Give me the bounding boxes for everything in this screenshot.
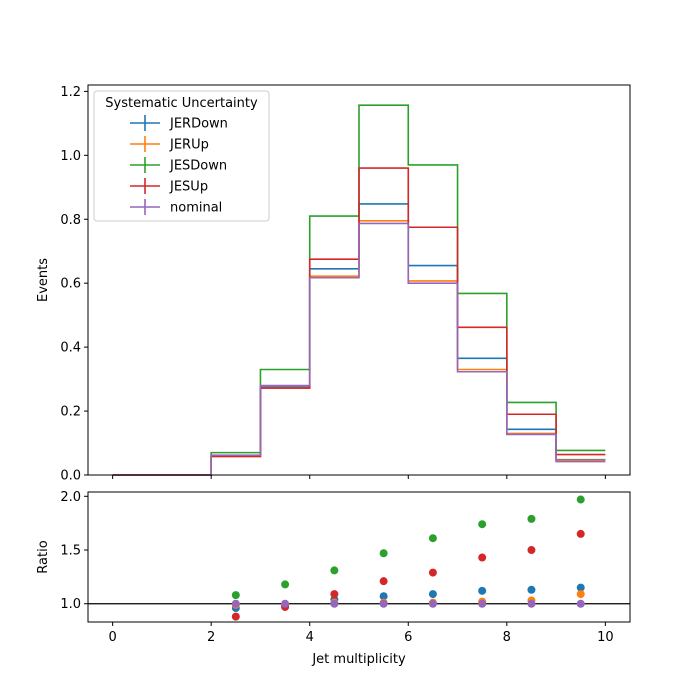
ratio-x-tick-label: 6 — [404, 630, 412, 645]
ratio-point-JESDown — [527, 514, 536, 523]
main-y-tick-label: 0.8 — [60, 213, 81, 228]
ratio-y-tick-label: 2.0 — [60, 490, 81, 505]
ratio-y-tick-label: 1.5 — [60, 544, 81, 559]
ratio-point-JESUp — [379, 577, 388, 586]
legend-label: nominal — [170, 201, 222, 216]
ratio-point-JESDown — [428, 534, 437, 543]
ratio-x-tick-label: 4 — [306, 630, 314, 645]
legend-label: JERDown — [169, 117, 228, 132]
ratio-points — [231, 495, 585, 621]
ratio-x-axis-label: Jet multiplicity — [311, 652, 406, 667]
ratio-point-JERDown — [576, 583, 585, 592]
ratio-point-JESUp — [527, 546, 536, 555]
ratio-x-ticks: 0 2 4 6 8 10 — [108, 622, 614, 645]
legend-entry-JESUp: JESUp — [130, 178, 208, 195]
ratio-point-JERDown — [428, 590, 437, 599]
ratio-point-JERUp — [576, 590, 585, 599]
ratio-point-JESDown — [231, 591, 240, 600]
main-y-tick-label: 0.4 — [60, 341, 81, 356]
main-panel: 0.0 0.2 0.4 0.6 0.8 1.0 1.2 Events Systematic … — [36, 84, 631, 484]
ratio-x-tick-label: 8 — [503, 630, 511, 645]
main-y-tick-label: 1.0 — [60, 149, 81, 164]
legend-entry-nominal: nominal — [130, 199, 222, 216]
main-y-ticks: 0.0 0.2 0.4 0.6 0.8 1.0 1.2 — [60, 85, 88, 484]
ratio-point-nominal — [379, 599, 388, 608]
legend-label: JESDown — [169, 159, 227, 174]
ratio-point-nominal — [231, 599, 240, 608]
ratio-point-JERDown — [379, 592, 388, 601]
ratio-x-tick-label: 2 — [207, 630, 215, 645]
ratio-point-JESUp — [231, 612, 240, 621]
main-y-axis-label: Events — [36, 258, 51, 302]
main-y-tick-label: 0.2 — [60, 405, 81, 420]
ratio-point-JESUp — [478, 553, 487, 562]
ratio-y-ticks: 1.0 1.5 2.0 — [60, 490, 88, 612]
ratio-x-tick-label: 0 — [108, 630, 116, 645]
histogram-step-nominal — [112, 222, 606, 476]
ratio-point-nominal — [478, 599, 487, 608]
ratio-point-nominal — [428, 599, 437, 608]
legend-title: Systematic Uncertainty — [105, 96, 258, 111]
ratio-point-JERDown — [527, 585, 536, 594]
ratio-y-tick-label: 1.0 — [60, 597, 81, 612]
ratio-point-JESUp — [576, 529, 585, 538]
ratio-point-nominal — [527, 599, 536, 608]
ratio-point-JESDown — [281, 580, 290, 589]
legend-label: JERUp — [169, 138, 209, 153]
legend-label: JESUp — [169, 180, 208, 195]
ratio-point-JESDown — [478, 520, 487, 529]
legend: Systematic Uncertainty JERDown JERUp JESDo… — [93, 90, 270, 222]
ratio-point-JESUp — [428, 568, 437, 577]
ratio-point-nominal — [576, 599, 585, 608]
ratio-plot-frame — [87, 491, 631, 623]
ratio-point-nominal — [330, 599, 339, 608]
ratio-point-JESUp — [330, 590, 339, 599]
ratio-panel: 1.0 1.5 2.0 0 2 4 6 8 10 Ratio Jet multiplicity — [36, 490, 631, 667]
legend-entry-JERUp: JERUp — [130, 136, 209, 153]
main-y-tick-label: 0.6 — [60, 277, 81, 292]
ratio-point-nominal — [281, 599, 290, 608]
ratio-point-JERDown — [478, 586, 487, 595]
legend-entry-JESDown: JESDown — [130, 157, 227, 174]
ratio-point-JESDown — [576, 495, 585, 504]
main-y-tick-label: 1.2 — [60, 85, 81, 100]
ratio-point-JESDown — [379, 549, 388, 558]
ratio-point-JESDown — [330, 566, 339, 575]
legend-entry-JERDown: JERDown — [130, 115, 228, 132]
main-y-tick-label: 0.0 — [60, 469, 81, 484]
main-histogram-series — [112, 104, 606, 476]
main-plot-frame — [87, 84, 631, 476]
ratio-x-tick-label: 10 — [597, 630, 614, 645]
legend-entries: JERDown JERUp JESDown JESUp nominal — [130, 115, 228, 216]
ratio-y-axis-label: Ratio — [36, 540, 51, 573]
main-x-ticks — [112, 475, 606, 479]
